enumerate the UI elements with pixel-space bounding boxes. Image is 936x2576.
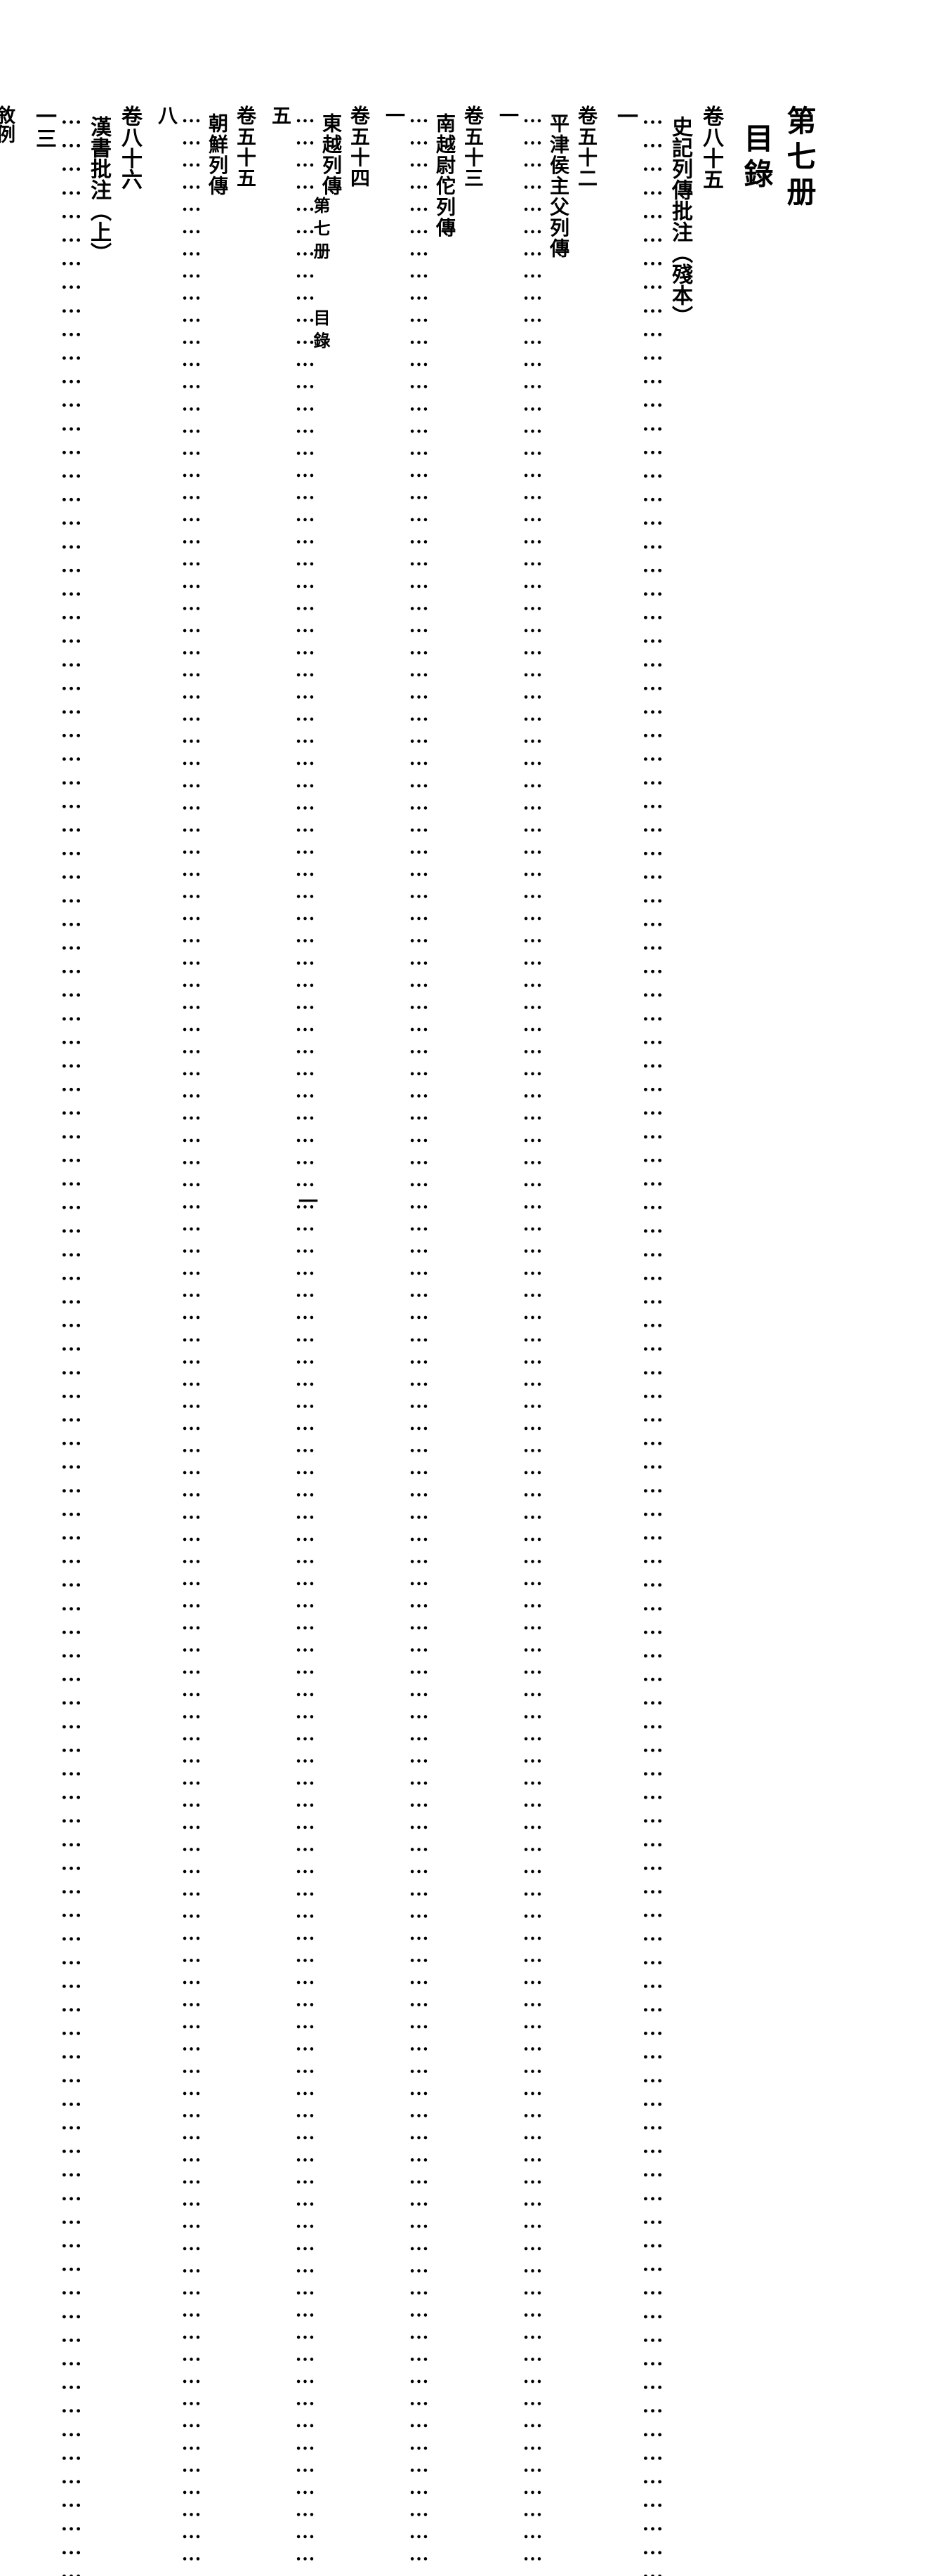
- section-title: 漢書批注（上）: [83, 116, 114, 263]
- entry-volume: 卷五十五: [230, 105, 258, 189]
- section-volume: 卷八十五: [695, 105, 726, 190]
- entry-title: 敘例: [0, 105, 18, 143]
- entry-title: 東越列傳: [316, 113, 344, 197]
- entry-volume: 卷五十三: [458, 105, 486, 189]
- leader-dots: ……………………………………………………………………………………………………………: [522, 105, 543, 2576]
- entry-title: 南越尉佗列傳: [430, 113, 458, 238]
- entry-page: 一: [379, 105, 407, 126]
- toc-entry: 卷五十二 平津侯主父列傳 …………………………………………………………………………: [493, 105, 600, 1225]
- toc-entry: 卷五十五 朝鮮列傳 …………………………………………………………………………………: [152, 105, 258, 1225]
- section-heading-86: 卷八十六 漢書批注（上） …………………………………………………………………………: [28, 105, 145, 1225]
- running-head-line2: 目錄: [310, 309, 329, 355]
- section-page: 一: [609, 105, 640, 128]
- leader-dots: ……………………………………………………………………………………………………………: [60, 105, 83, 2576]
- entry-volume: 卷五十四: [344, 105, 372, 189]
- folio-number: 一: [292, 1191, 320, 1211]
- leader-dots: ……………………………………………………………………………………………………………: [180, 105, 202, 2576]
- title-line2: 目錄: [734, 123, 777, 194]
- entry-title: 朝鮮列傳: [202, 113, 230, 197]
- section-heading-85: 卷八十五 史記列傳批注（殘本） …………………………………………………………………: [609, 105, 726, 1225]
- entry-page: 一: [493, 105, 521, 126]
- entry-volume: 卷五十二: [572, 105, 600, 189]
- toc-entry: 敘例 ……………………………………………………………………………………………………: [0, 105, 18, 1225]
- running-head: 第七册 目錄: [308, 197, 332, 355]
- entry-title: 平津侯主父列傳: [543, 113, 572, 259]
- leader-dots: ……………………………………………………………………………………………………………: [294, 105, 316, 2576]
- toc-page: 第七册 目錄 卷八十五 史記列傳批注（殘本） ………………………………………………: [165, 105, 820, 1225]
- entry-page: 八: [152, 105, 180, 126]
- section-volume: 卷八十六: [114, 105, 145, 190]
- book-title: 第七册 目錄: [734, 105, 820, 1225]
- leader-dots: ……………………………………………………………………………………………………………: [641, 105, 664, 2576]
- entry-page: 五: [265, 105, 294, 126]
- title-line1: 第七册: [777, 105, 820, 211]
- running-head-line1: 第七册: [310, 197, 329, 265]
- section-page: 一三: [28, 105, 59, 150]
- leader-dots: ……………………………………………………………………………………………………………: [408, 105, 430, 2576]
- section-title: 史記列傳批注（殘本）: [664, 116, 695, 327]
- toc-entry: 卷五十三 南越尉佗列傳 ……………………………………………………………………………: [379, 105, 486, 1225]
